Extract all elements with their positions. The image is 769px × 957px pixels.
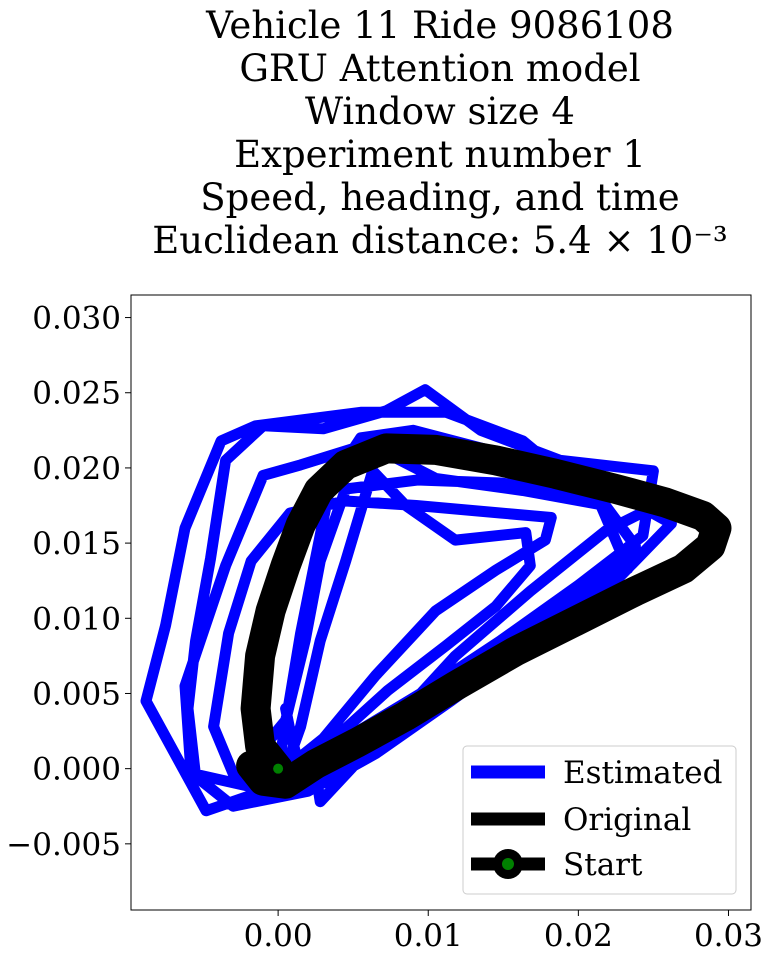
legend: Estimated Original Start bbox=[462, 745, 737, 895]
y-tick-label: 0.015 bbox=[32, 526, 121, 562]
y-tick-label: 0.000 bbox=[32, 752, 121, 788]
y-tick-label: 0.010 bbox=[32, 601, 121, 637]
y-tick-label: −0.005 bbox=[6, 827, 121, 863]
series-original-line bbox=[236, 433, 732, 799]
chart-title: Vehicle 11 Ride 9086108 GRU Attention mo… bbox=[0, 4, 769, 262]
plot-frame bbox=[130, 294, 752, 911]
title-line-2: GRU Attention model bbox=[239, 47, 641, 90]
series-estimated-line bbox=[140, 384, 677, 817]
x-tick-label: 0.02 bbox=[544, 918, 613, 954]
x-tick-label: 0.01 bbox=[394, 918, 463, 954]
y-tick-label: 0.030 bbox=[32, 301, 121, 337]
title-line-3: Window size 4 bbox=[305, 90, 575, 133]
x-tick-label: 0.00 bbox=[244, 918, 313, 954]
y-tick-label: 0.020 bbox=[32, 451, 121, 487]
title-line-5: Speed, heading, and time bbox=[200, 176, 680, 219]
x-tick-label: 0.03 bbox=[694, 918, 763, 954]
legend-start-marker-dot bbox=[502, 858, 514, 870]
title-line-6: Euclidean distance: 5.4 × 10⁻³ bbox=[152, 219, 728, 262]
y-axis: −0.005 0.000 0.005 0.010 0.015 0.020 0.025 0.03… bbox=[6, 301, 131, 863]
legend-estimated-label: Estimated bbox=[563, 755, 722, 791]
title-line-4: Experiment number 1 bbox=[234, 133, 646, 176]
series-layer bbox=[140, 384, 732, 817]
y-tick-label: 0.005 bbox=[32, 676, 121, 712]
x-axis: 0.00 0.01 0.02 0.03 bbox=[244, 910, 763, 954]
legend-box bbox=[462, 745, 737, 895]
legend-start-label: Start bbox=[563, 847, 643, 883]
title-line-1: Vehicle 11 Ride 9086108 bbox=[206, 4, 674, 47]
start-marker bbox=[272, 762, 285, 775]
legend-original-label: Original bbox=[563, 802, 691, 838]
y-tick-label: 0.025 bbox=[32, 376, 121, 412]
